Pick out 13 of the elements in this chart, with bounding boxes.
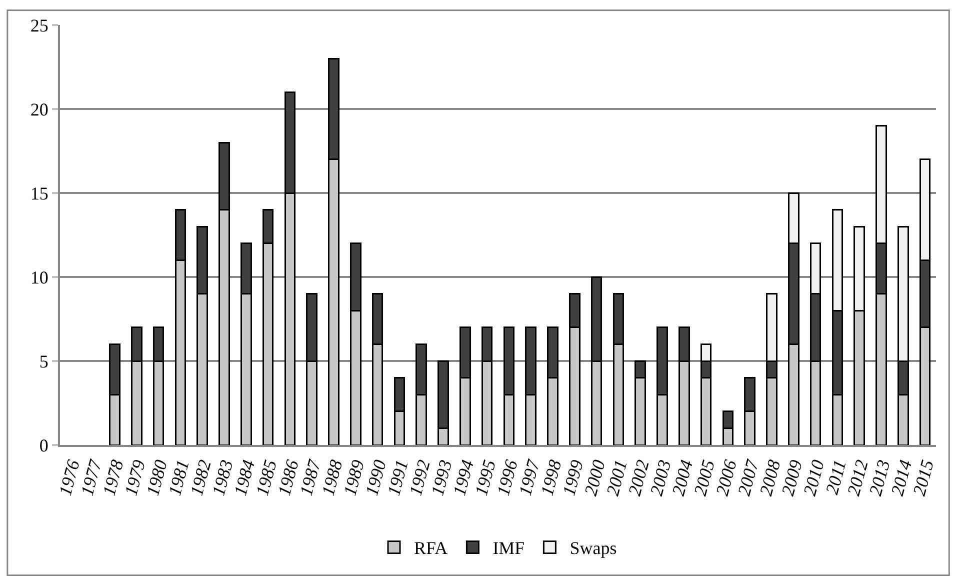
legend-label: RFA xyxy=(414,538,448,558)
y-tick-label: 0 xyxy=(39,435,48,456)
x-tick-label: 1988 xyxy=(318,458,346,498)
legend-label: Swaps xyxy=(570,538,617,558)
x-tick-label: 1976 xyxy=(54,458,84,498)
y-tick-label: 5 xyxy=(39,351,48,372)
x-tick-label: 1978 xyxy=(98,458,128,498)
y-tick-label: 10 xyxy=(30,267,48,288)
y-tick-label: 20 xyxy=(30,99,48,120)
legend-label: IMF xyxy=(492,538,525,558)
x-tick-label: 1998 xyxy=(536,458,566,498)
y-tick-label: 25 xyxy=(30,15,48,36)
y-tick-label: 15 xyxy=(30,183,48,204)
